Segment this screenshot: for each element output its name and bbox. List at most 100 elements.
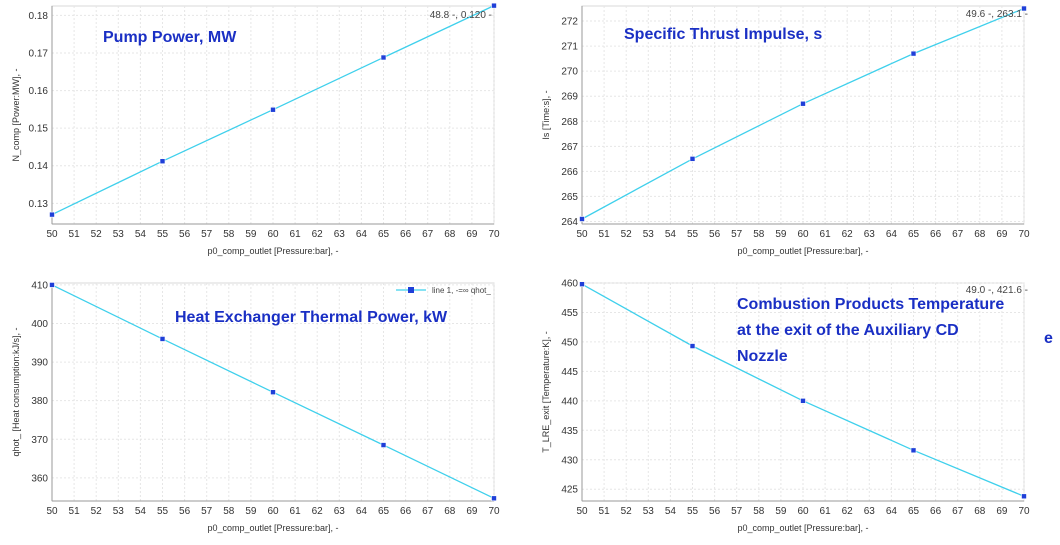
x-tick-label: 54 bbox=[135, 229, 147, 240]
chart-title: Nozzle bbox=[737, 348, 788, 365]
y-tick-label: 268 bbox=[561, 117, 578, 128]
y-tick-label: 271 bbox=[561, 42, 578, 53]
data-point-marker[interactable] bbox=[579, 281, 585, 287]
x-tick-label: 52 bbox=[621, 506, 633, 517]
x-tick-label: 52 bbox=[621, 229, 633, 240]
x-tick-label: 59 bbox=[245, 229, 257, 240]
x-tick-label: 66 bbox=[400, 229, 412, 240]
y-tick-label: 450 bbox=[561, 337, 578, 348]
x-tick-label: 51 bbox=[69, 506, 81, 517]
x-tick-label: 56 bbox=[179, 506, 191, 517]
x-tick-label: 57 bbox=[201, 229, 213, 240]
x-tick-label: 64 bbox=[356, 229, 368, 240]
x-tick-label: 50 bbox=[576, 506, 588, 517]
data-point-marker[interactable] bbox=[689, 156, 696, 162]
x-tick-label: 70 bbox=[488, 229, 500, 240]
x-tick-label: 66 bbox=[400, 506, 412, 517]
y-tick-label: 264 bbox=[561, 217, 578, 228]
chart-panel-1: 50 51 52 53 54 55 56 57 58 59 60 61 62 63 64 65 66 67 68 69… bbox=[11, 2, 500, 256]
data-point-marker[interactable] bbox=[1021, 5, 1027, 12]
data-point-marker[interactable] bbox=[689, 343, 696, 349]
x-tick-label: 68 bbox=[444, 229, 456, 240]
data-point-marker[interactable] bbox=[270, 389, 276, 395]
data-point-marker[interactable] bbox=[270, 106, 276, 113]
x-tick-label: 69 bbox=[466, 229, 478, 240]
data-point-marker[interactable] bbox=[491, 495, 497, 502]
x-tick-label: 56 bbox=[179, 229, 191, 240]
x-tick-label: 54 bbox=[135, 506, 147, 517]
x-tick-label: 62 bbox=[842, 506, 854, 517]
data-point-marker[interactable] bbox=[910, 447, 917, 454]
x-tick-label: 64 bbox=[886, 229, 898, 240]
y-tick-label: 455 bbox=[561, 308, 578, 319]
chart-title: Combustion Products Temperature bbox=[737, 296, 1004, 313]
x-tick-label: 68 bbox=[974, 506, 986, 517]
x-tick-label: 58 bbox=[223, 229, 235, 240]
x-tick-label: 55 bbox=[157, 506, 169, 517]
x-tick-label: 69 bbox=[466, 506, 478, 517]
x-tick-label: 54 bbox=[665, 506, 677, 517]
x-tick-label: 51 bbox=[599, 229, 611, 240]
data-point-marker[interactable] bbox=[159, 336, 166, 342]
x-tick-label: 62 bbox=[312, 506, 324, 517]
data-point-marker[interactable] bbox=[49, 211, 55, 218]
data-point-marker[interactable] bbox=[380, 54, 387, 61]
x-tick-label: 53 bbox=[113, 229, 125, 240]
x-tick-label: 67 bbox=[952, 229, 964, 240]
legend[interactable]: line 1, -=∞ qhot_ bbox=[396, 286, 491, 295]
x-tick-label: 60 bbox=[267, 229, 279, 240]
x-tick-label: 59 bbox=[775, 229, 787, 240]
chart-panel-2: 50 51 52 53 54 55 56 57 58 59 60 61 62 63 64 65 66 67 68 69… bbox=[541, 5, 1030, 256]
data-point-marker[interactable] bbox=[1021, 493, 1027, 500]
data-point-marker[interactable] bbox=[49, 282, 55, 288]
x-tick-label: 53 bbox=[643, 506, 655, 517]
y-tick-label: 0.14 bbox=[29, 161, 49, 172]
x-tick-label: 67 bbox=[422, 506, 434, 517]
chart-panel-3: 50 51 52 53 54 55 56 57 58 59 60 61 62 63 64 65 66 67 68 69… bbox=[11, 280, 500, 533]
x-tick-label: 59 bbox=[775, 506, 787, 517]
x-axis-label: p0_comp_outlet [Pressure:bar], - bbox=[737, 246, 868, 256]
chart-title: Heat Exchanger Thermal Power, kW bbox=[175, 309, 448, 326]
x-tick-label: 60 bbox=[267, 506, 279, 517]
y-tick-label: 380 bbox=[31, 396, 48, 407]
x-tick-label: 63 bbox=[864, 506, 876, 517]
x-tick-label: 66 bbox=[930, 229, 942, 240]
data-point-marker[interactable] bbox=[800, 100, 806, 107]
x-tick-label: 57 bbox=[201, 506, 213, 517]
x-axis-label: p0_comp_outlet [Pressure:bar], - bbox=[737, 523, 868, 533]
y-tick-label: 265 bbox=[561, 192, 578, 203]
cursor-readout: 48.8 -, 0.120 - bbox=[430, 10, 492, 21]
y-tick-label: 269 bbox=[561, 92, 578, 103]
y-tick-label: 445 bbox=[561, 367, 578, 378]
cursor-readout: 49.0 -, 421.6 - bbox=[966, 285, 1028, 296]
x-tick-label: 59 bbox=[245, 506, 257, 517]
x-tick-label: 61 bbox=[290, 506, 302, 517]
y-tick-label: 272 bbox=[561, 17, 578, 28]
data-point-marker[interactable] bbox=[380, 442, 387, 448]
legend-label: line 1, -=∞ qhot_ bbox=[432, 286, 491, 295]
x-tick-label: 65 bbox=[908, 229, 920, 240]
chart-title: at the exit of the Auxiliary CD bbox=[737, 322, 959, 339]
y-tick-label: 360 bbox=[31, 473, 48, 484]
x-tick-label: 52 bbox=[91, 229, 103, 240]
x-tick-label: 69 bbox=[996, 506, 1008, 517]
data-point-marker[interactable] bbox=[491, 2, 497, 9]
y-tick-label: 270 bbox=[561, 67, 578, 78]
x-tick-label: 70 bbox=[488, 506, 500, 517]
x-tick-label: 50 bbox=[46, 506, 58, 517]
x-tick-label: 55 bbox=[157, 229, 169, 240]
y-tick-label: 0.18 bbox=[29, 11, 49, 22]
x-tick-label: 68 bbox=[444, 506, 456, 517]
x-axis-label: p0_comp_outlet [Pressure:bar], - bbox=[207, 523, 338, 533]
x-tick-label: 63 bbox=[334, 506, 346, 517]
data-point-marker[interactable] bbox=[579, 216, 585, 222]
y-tick-label: 0.16 bbox=[29, 86, 49, 97]
data-point-marker[interactable] bbox=[159, 158, 166, 165]
y-tick-label: 0.13 bbox=[29, 199, 49, 210]
x-tick-label: 57 bbox=[731, 506, 743, 517]
data-point-marker[interactable] bbox=[910, 50, 917, 57]
x-tick-label: 62 bbox=[842, 229, 854, 240]
chart-title: Specific Thrust Impulse, s bbox=[624, 26, 822, 43]
data-point-marker[interactable] bbox=[800, 398, 806, 404]
